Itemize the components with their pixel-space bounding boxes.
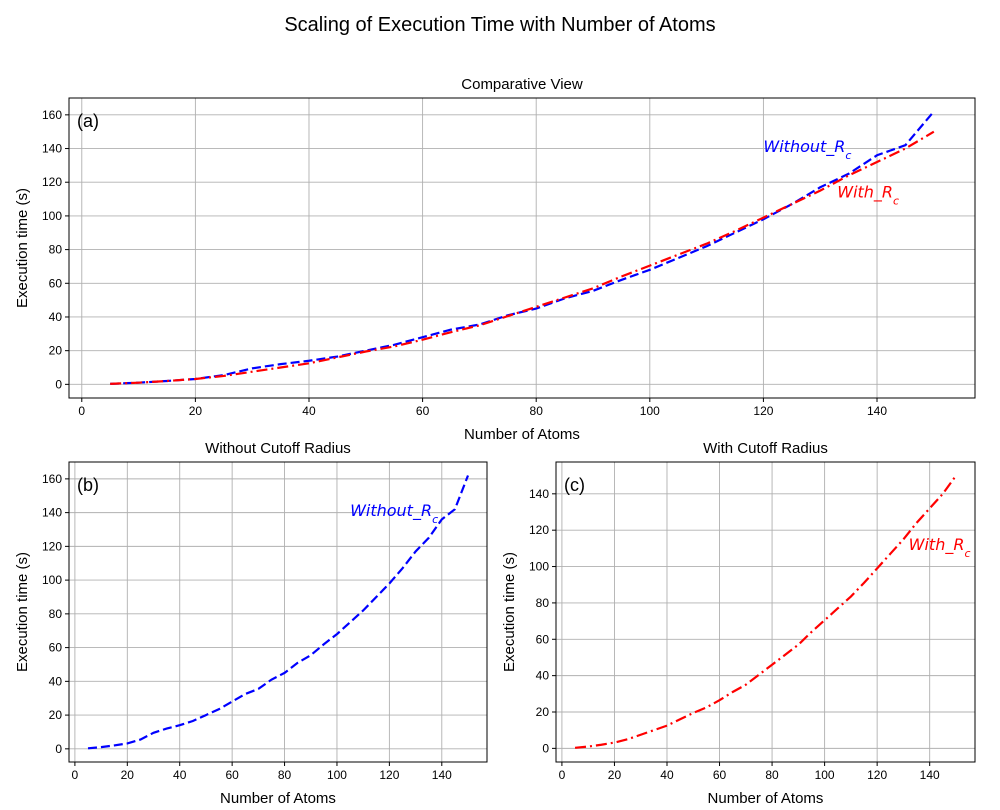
axes-frame <box>555 461 976 763</box>
x-tick-label: 140 <box>432 768 452 782</box>
x-tick-label: 20 <box>189 404 203 418</box>
panel-label: (b) <box>77 475 99 495</box>
x-tick-label: 100 <box>640 404 660 418</box>
x-tick-label: 120 <box>379 768 399 782</box>
y-tick-label: 0 <box>542 741 549 755</box>
y-tick-label: 140 <box>42 506 62 520</box>
chart-panel-0: 0 20 40 60 80 100 120 140 0 20 40 60 80 100 120 140 160 W… <box>14 76 976 443</box>
y-tick-label: 100 <box>42 573 62 587</box>
y-tick-label: 80 <box>536 596 550 610</box>
x-tick-label: 20 <box>121 768 135 782</box>
figure-title: Scaling of Execution Time with Number of… <box>284 14 715 36</box>
x-tick-label: 100 <box>327 768 347 782</box>
series-line-with-r-c <box>110 130 935 385</box>
axes-frame <box>68 97 976 399</box>
x-tick-label: 0 <box>72 768 79 782</box>
panel-title: Comparative View <box>461 76 583 93</box>
series-annotation: With_Rc <box>837 182 899 207</box>
panel-label: (a) <box>77 111 99 131</box>
y-tick-label: 80 <box>49 243 63 257</box>
y-tick-label: 20 <box>49 344 63 358</box>
x-tick-label: 100 <box>815 768 835 782</box>
x-tick-label: 140 <box>867 404 887 418</box>
y-tick-label: 20 <box>49 708 63 722</box>
series-annotation: With_Rc <box>909 535 971 560</box>
x-tick-label: 80 <box>530 404 544 418</box>
x-tick-label: 40 <box>302 404 316 418</box>
x-tick-label: 120 <box>753 404 773 418</box>
x-tick-label: 0 <box>78 404 85 418</box>
x-tick-label: 80 <box>278 768 292 782</box>
y-tick-label: 120 <box>42 175 62 189</box>
y-tick-label: 60 <box>49 641 63 655</box>
x-tick-label: 40 <box>173 768 187 782</box>
y-tick-label: 60 <box>49 276 63 290</box>
x-tick-label: 40 <box>660 768 674 782</box>
panel-label: (c) <box>564 475 585 495</box>
y-axis-label: Execution time (s) <box>14 552 31 672</box>
y-tick-label: 20 <box>536 705 550 719</box>
x-tick-label: 60 <box>225 768 239 782</box>
panel-title: With Cutoff Radius <box>703 440 828 457</box>
y-tick-label: 80 <box>49 607 63 621</box>
x-axis-label: Number of Atoms <box>708 790 824 807</box>
y-tick-label: 160 <box>42 472 62 486</box>
series-line-without-r-c <box>87 475 470 750</box>
y-tick-label: 40 <box>49 674 63 688</box>
x-tick-label: 60 <box>416 404 430 418</box>
chart-panel-2: 0 20 40 60 80 100 120 140 0 20 40 60 80 100 120 140 With… <box>501 440 976 807</box>
x-axis-label: Number of Atoms <box>220 790 336 807</box>
y-tick-label: 100 <box>42 209 62 223</box>
x-axis-label: Number of Atoms <box>464 426 580 443</box>
series-annotation: Without_Rc <box>763 137 851 162</box>
x-tick-label: 60 <box>713 768 727 782</box>
y-tick-label: 140 <box>42 142 62 156</box>
chart-panel-1: 0 20 40 60 80 100 120 140 0 20 40 60 80 100 120 140 160 W… <box>14 440 488 807</box>
x-tick-label: 20 <box>608 768 622 782</box>
y-axis-label: Execution time (s) <box>14 188 31 308</box>
x-tick-label: 140 <box>920 768 940 782</box>
y-tick-label: 0 <box>55 377 62 391</box>
y-tick-label: 160 <box>42 108 62 122</box>
y-tick-label: 100 <box>529 560 549 574</box>
x-tick-label: 0 <box>559 768 566 782</box>
panel-title: Without Cutoff Radius <box>205 440 351 457</box>
x-tick-label: 80 <box>765 768 779 782</box>
y-axis-label: Execution time (s) <box>501 552 518 672</box>
y-tick-label: 40 <box>536 669 550 683</box>
y-tick-label: 60 <box>536 632 550 646</box>
y-tick-label: 140 <box>529 487 549 501</box>
series-line-with-r-c <box>574 474 957 749</box>
y-tick-label: 0 <box>55 742 62 756</box>
axes-frame <box>68 461 488 763</box>
series-annotation: Without_Rc <box>350 501 438 526</box>
y-tick-label: 120 <box>529 523 549 537</box>
x-tick-label: 120 <box>867 768 887 782</box>
y-tick-label: 120 <box>42 539 62 553</box>
y-tick-label: 40 <box>49 310 63 324</box>
